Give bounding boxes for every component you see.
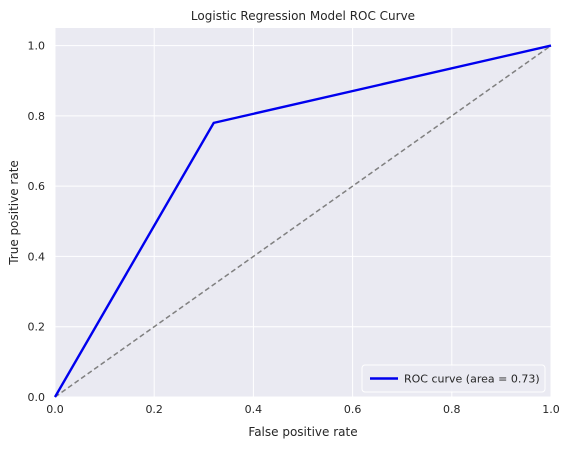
y-tick-label: 0.4 [28,250,46,263]
x-tick-label: 0.4 [245,403,263,416]
x-tick-label: 0.0 [46,403,64,416]
y-axis-label: True positive rate [7,160,21,266]
x-axis-label: False positive rate [248,425,357,439]
y-tick-label: 0.6 [28,180,46,193]
legend-box [361,364,546,393]
y-tick-label: 0.2 [28,321,46,334]
legend-label: ROC curve (area = 0.73) [404,373,540,386]
y-tick-label: 0.8 [28,110,46,123]
y-tick-label: 1.0 [28,40,46,53]
x-tick-label: 1.0 [542,403,560,416]
legend: ROC curve (area = 0.73) [361,364,546,393]
plot-area [55,28,551,397]
y-tick-label: 0.0 [28,391,46,404]
x-tick-label: 0.8 [443,403,461,416]
tick-labels: 0.0 0.2 0.4 0.6 0.8 1.0 0.0 0.2 0.4 0.6 0.8 1.0 [28,40,560,416]
series-layer [53,44,552,398]
grid [54,28,552,398]
chance-diagonal-line [54,44,552,398]
x-tick-label: 0.2 [145,403,163,416]
x-tick-label: 0.6 [344,403,362,416]
roc-curve-line [53,44,552,398]
chart-title: Logistic Regression Model ROC Curve [191,9,415,23]
